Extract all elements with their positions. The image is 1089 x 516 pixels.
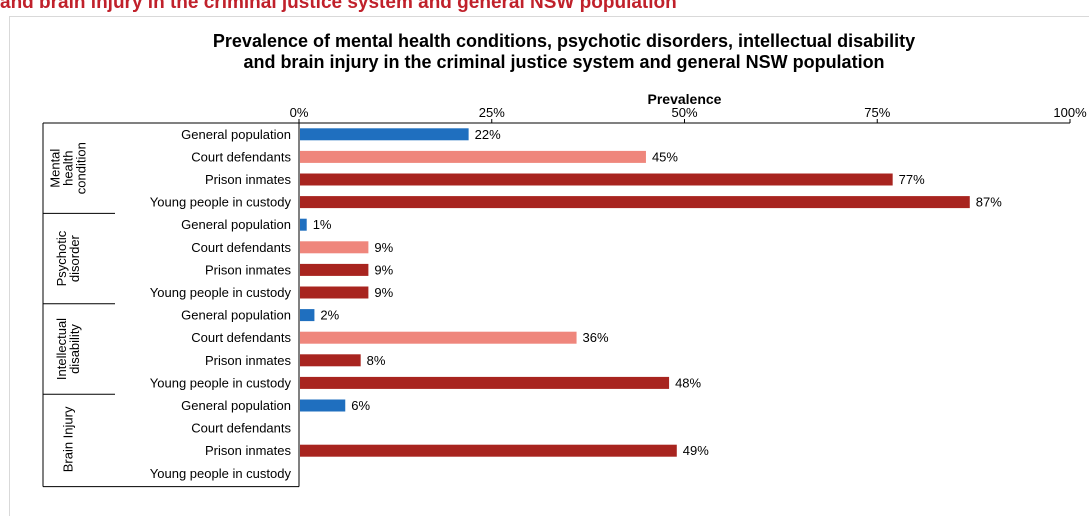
bar <box>300 263 369 276</box>
data-label: 9% <box>374 285 393 300</box>
bar <box>300 354 361 367</box>
category-label: Court defendants <box>191 149 291 164</box>
bar <box>300 196 970 209</box>
category-label: Court defendants <box>191 421 291 436</box>
group-label: disability <box>67 324 82 374</box>
data-label: 8% <box>367 353 386 368</box>
category-label: Court defendants <box>191 330 291 345</box>
x-axis-title: Prevalence <box>648 91 722 107</box>
data-label: 9% <box>374 262 393 277</box>
data-label: 2% <box>320 308 339 323</box>
data-label: 48% <box>675 375 701 390</box>
data-label: 36% <box>583 330 609 345</box>
group-label: Intellectual <box>54 318 69 380</box>
chart-title-line: and brain injury in the criminal justice… <box>243 52 884 72</box>
data-label: 77% <box>899 172 925 187</box>
data-label: 49% <box>683 443 709 458</box>
bar <box>300 309 315 322</box>
bar <box>300 286 369 299</box>
chart-title-line: Prevalence of mental health conditions, … <box>213 31 915 51</box>
x-tick-label: 0% <box>290 105 309 120</box>
category-label: Young people in custody <box>150 466 292 481</box>
bar <box>300 173 893 186</box>
category-label: General population <box>181 308 291 323</box>
category-label: Young people in custody <box>150 195 292 210</box>
category-label: Prison inmates <box>205 262 291 277</box>
category-label: General population <box>181 217 291 232</box>
data-label: 1% <box>313 217 332 232</box>
category-label: Prison inmates <box>205 172 291 187</box>
bar <box>300 331 577 344</box>
group-label: Psychotic <box>54 230 69 286</box>
data-label: 6% <box>351 398 370 413</box>
data-label: 45% <box>652 149 678 164</box>
x-tick-label: 50% <box>671 105 697 120</box>
bar <box>300 444 677 457</box>
category-label: General population <box>181 398 291 413</box>
group-label: Mental <box>48 149 63 188</box>
x-tick-label: 100% <box>1053 105 1087 120</box>
group-label: health <box>61 150 76 185</box>
bar-chart: Prevalence of mental health conditions, … <box>42 31 1087 488</box>
group-label: condition <box>74 142 89 194</box>
bar <box>300 376 670 389</box>
page-heading: and brain injury in the criminal justice… <box>0 0 677 13</box>
category-label: Young people in custody <box>150 375 292 390</box>
x-tick-label: 25% <box>479 105 505 120</box>
bar <box>300 150 646 163</box>
group-label: disorder <box>67 234 82 282</box>
data-label: 22% <box>475 127 501 142</box>
category-label: Prison inmates <box>205 443 291 458</box>
bar <box>300 399 346 412</box>
x-tick-label: 75% <box>864 105 890 120</box>
bar <box>300 128 469 141</box>
data-label: 87% <box>976 195 1002 210</box>
category-label: General population <box>181 127 291 142</box>
category-label: Court defendants <box>191 240 291 255</box>
chart-frame: Prevalence of mental health conditions, … <box>9 16 1089 516</box>
bar <box>300 241 369 254</box>
data-label: 9% <box>374 240 393 255</box>
group-label: Brain Injury <box>61 406 76 472</box>
category-label: Young people in custody <box>150 285 292 300</box>
category-label: Prison inmates <box>205 353 291 368</box>
bar <box>300 218 307 231</box>
